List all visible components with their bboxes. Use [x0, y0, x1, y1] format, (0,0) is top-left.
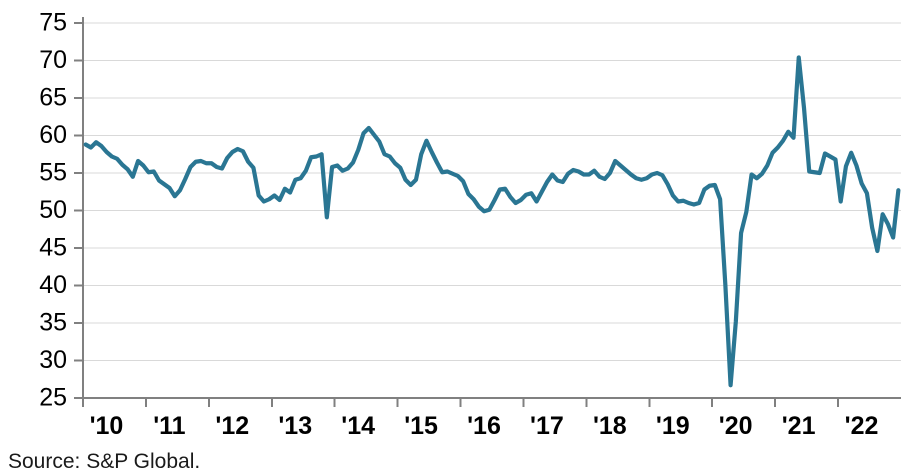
y-axis-tick-label: 70 [39, 46, 67, 74]
x-axis-labels: '10 '11 '12 '13 '14 '15 '16 '17 '18 '19 '20 '21 '22 [90, 412, 879, 440]
y-axis-tick-label: 60 [39, 121, 67, 149]
x-axis-tick-label: '15 [404, 412, 438, 440]
gridlines [83, 22, 901, 362]
y-tick-marks [74, 22, 83, 399]
source-note: Source: S&P Global. [8, 450, 200, 473]
x-axis-tick-label: '17 [530, 412, 564, 440]
x-axis-tick-label: '20 [719, 412, 753, 440]
y-axis-tick-label: 50 [39, 196, 67, 224]
x-axis-tick-label: '12 [215, 412, 249, 440]
x-axis-tick-label: '19 [656, 412, 690, 440]
y-axis-tick-label: 55 [39, 159, 67, 187]
data-series-pmi [83, 55, 901, 388]
y-axis-tick-label: 45 [39, 234, 67, 262]
y-axis-tick-label: 35 [39, 309, 67, 337]
x-axis-tick-label: '11 [153, 412, 185, 440]
x-axis-tick-label: '22 [845, 412, 879, 440]
x-axis-tick-label: '10 [90, 412, 124, 440]
x-axis-tick-label: '21 [782, 412, 816, 440]
x-tick-marks [82, 398, 840, 407]
x-axis-tick-label: '13 [278, 412, 312, 440]
y-axis-tick-label: 40 [39, 271, 67, 299]
x-axis-tick-label: '16 [467, 412, 501, 440]
y-axis-tick-label: 65 [39, 84, 67, 112]
y-axis-tick-label: 75 [39, 9, 67, 37]
y-axis-labels: 25 30 35 40 45 50 55 60 65 70 75 [39, 9, 67, 412]
y-axis-tick-label: 25 [39, 384, 67, 412]
x-axis-tick-label: '14 [341, 412, 375, 440]
x-axis-tick-label: '18 [593, 412, 627, 440]
y-axis-tick-label: 30 [39, 346, 67, 374]
